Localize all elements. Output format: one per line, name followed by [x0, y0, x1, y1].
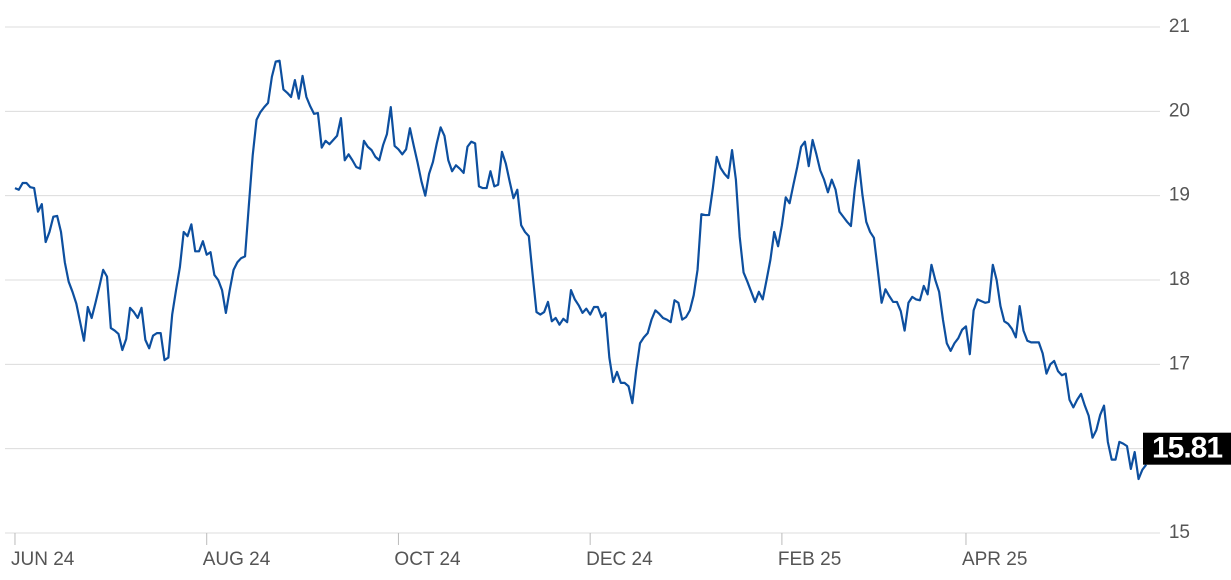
last-value-badge: 15.81	[1143, 432, 1231, 465]
x-tick-label: APR 25	[962, 549, 1027, 570]
y-tick-label: 19	[1169, 185, 1190, 206]
y-tick-label: 20	[1169, 100, 1190, 121]
y-tick-label: 17	[1169, 353, 1190, 374]
x-tick-label: FEB 25	[778, 549, 841, 570]
y-tick-label: 18	[1169, 269, 1190, 290]
x-tick-label: AUG 24	[203, 549, 271, 570]
y-tick-label: 15	[1169, 522, 1190, 543]
last-value-label: 15.81	[1152, 432, 1222, 465]
x-tick-label: DEC 24	[586, 549, 653, 570]
x-tick-label: JUN 24	[11, 549, 75, 570]
x-tick-label: OCT 24	[394, 549, 461, 570]
last-value-box	[1143, 432, 1231, 465]
y-tick-label: 21	[1169, 16, 1190, 37]
price-line	[14, 59, 1148, 481]
